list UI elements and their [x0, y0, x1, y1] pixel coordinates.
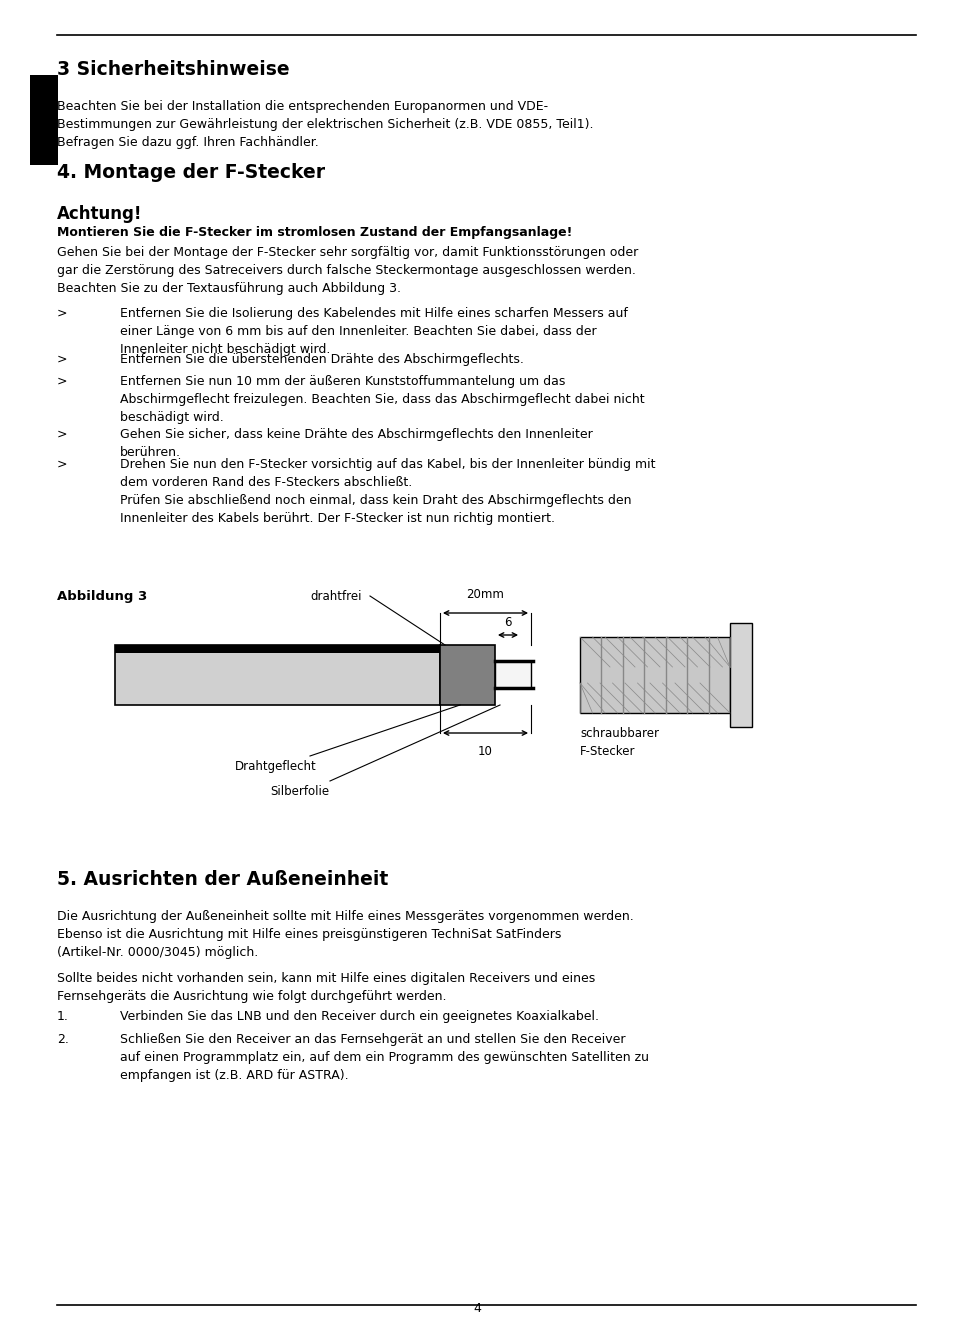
Text: Montieren Sie die F-Stecker im stromlosen Zustand der Empfangsanlage!: Montieren Sie die F-Stecker im stromlose…: [57, 226, 572, 240]
Text: Sollte beides nicht vorhanden sein, kann mit Hilfe eines digitalen Receivers und: Sollte beides nicht vorhanden sein, kann…: [57, 971, 595, 1004]
Text: 5. Ausrichten der Außeneinheit: 5. Ausrichten der Außeneinheit: [57, 870, 388, 888]
Text: >: >: [57, 458, 68, 471]
Text: DE: DE: [36, 115, 51, 124]
Text: 3 Sicherheitshinweise: 3 Sicherheitshinweise: [57, 60, 290, 79]
Bar: [579, 637, 729, 713]
Text: 10: 10: [477, 745, 493, 759]
Text: schraubbarer
F-Stecker: schraubbarer F-Stecker: [579, 727, 659, 759]
Text: Beachten Sie bei der Installation die entsprechenden Europanormen und VDE-
Besti: Beachten Sie bei der Installation die en…: [57, 100, 593, 149]
Bar: [495, 661, 531, 688]
Text: Silberfolie: Silberfolie: [270, 785, 329, 797]
Text: >: >: [57, 428, 68, 442]
Text: Entfernen Sie nun 10 mm der äußeren Kunststoffummantelung um das
Abschirmgeflech: Entfernen Sie nun 10 mm der äußeren Kuns…: [120, 375, 644, 424]
Text: drahtfrei: drahtfrei: [310, 590, 361, 603]
Text: Abbildung 3: Abbildung 3: [57, 590, 147, 603]
Text: Verbinden Sie das LNB und den Receiver durch ein geeignetes Koaxialkabel.: Verbinden Sie das LNB und den Receiver d…: [120, 1010, 598, 1024]
Bar: [439, 645, 495, 705]
Text: 2.: 2.: [57, 1033, 69, 1046]
Text: Achtung!: Achtung!: [57, 205, 142, 223]
Bar: [115, 645, 439, 705]
Text: >: >: [57, 306, 68, 320]
Text: Gehen Sie sicher, dass keine Drähte des Abschirmgeflechts den Innenleiter
berühr: Gehen Sie sicher, dass keine Drähte des …: [120, 428, 592, 459]
Text: Drahtgeflecht: Drahtgeflecht: [234, 760, 316, 773]
Text: 4: 4: [473, 1302, 480, 1315]
Text: >: >: [57, 375, 68, 388]
Text: Entfernen Sie die überstehenden Drähte des Abschirmgeflechts.: Entfernen Sie die überstehenden Drähte d…: [120, 353, 523, 367]
Text: Gehen Sie bei der Montage der F-Stecker sehr sorgfältig vor, damit Funktionsstör: Gehen Sie bei der Montage der F-Stecker …: [57, 246, 638, 294]
Text: 4. Montage der F-Stecker: 4. Montage der F-Stecker: [57, 163, 325, 182]
Bar: [115, 645, 439, 653]
Text: >: >: [57, 353, 68, 367]
Text: 20mm: 20mm: [466, 587, 504, 601]
Text: 1.: 1.: [57, 1010, 69, 1024]
Text: Drehen Sie nun den F-Stecker vorsichtig auf das Kabel, bis der Innenleiter bündi: Drehen Sie nun den F-Stecker vorsichtig …: [120, 458, 655, 524]
Bar: [729, 624, 751, 727]
Text: 6: 6: [504, 615, 511, 629]
Text: Die Ausrichtung der Außeneinheit sollte mit Hilfe eines Messgerätes vorgenommen : Die Ausrichtung der Außeneinheit sollte …: [57, 910, 633, 959]
Bar: [30, 75, 58, 165]
Text: Entfernen Sie die Isolierung des Kabelendes mit Hilfe eines scharfen Messers auf: Entfernen Sie die Isolierung des Kabelen…: [120, 306, 627, 356]
Text: Schließen Sie den Receiver an das Fernsehgerät an und stellen Sie den Receiver
a: Schließen Sie den Receiver an das Fernse…: [120, 1033, 648, 1082]
